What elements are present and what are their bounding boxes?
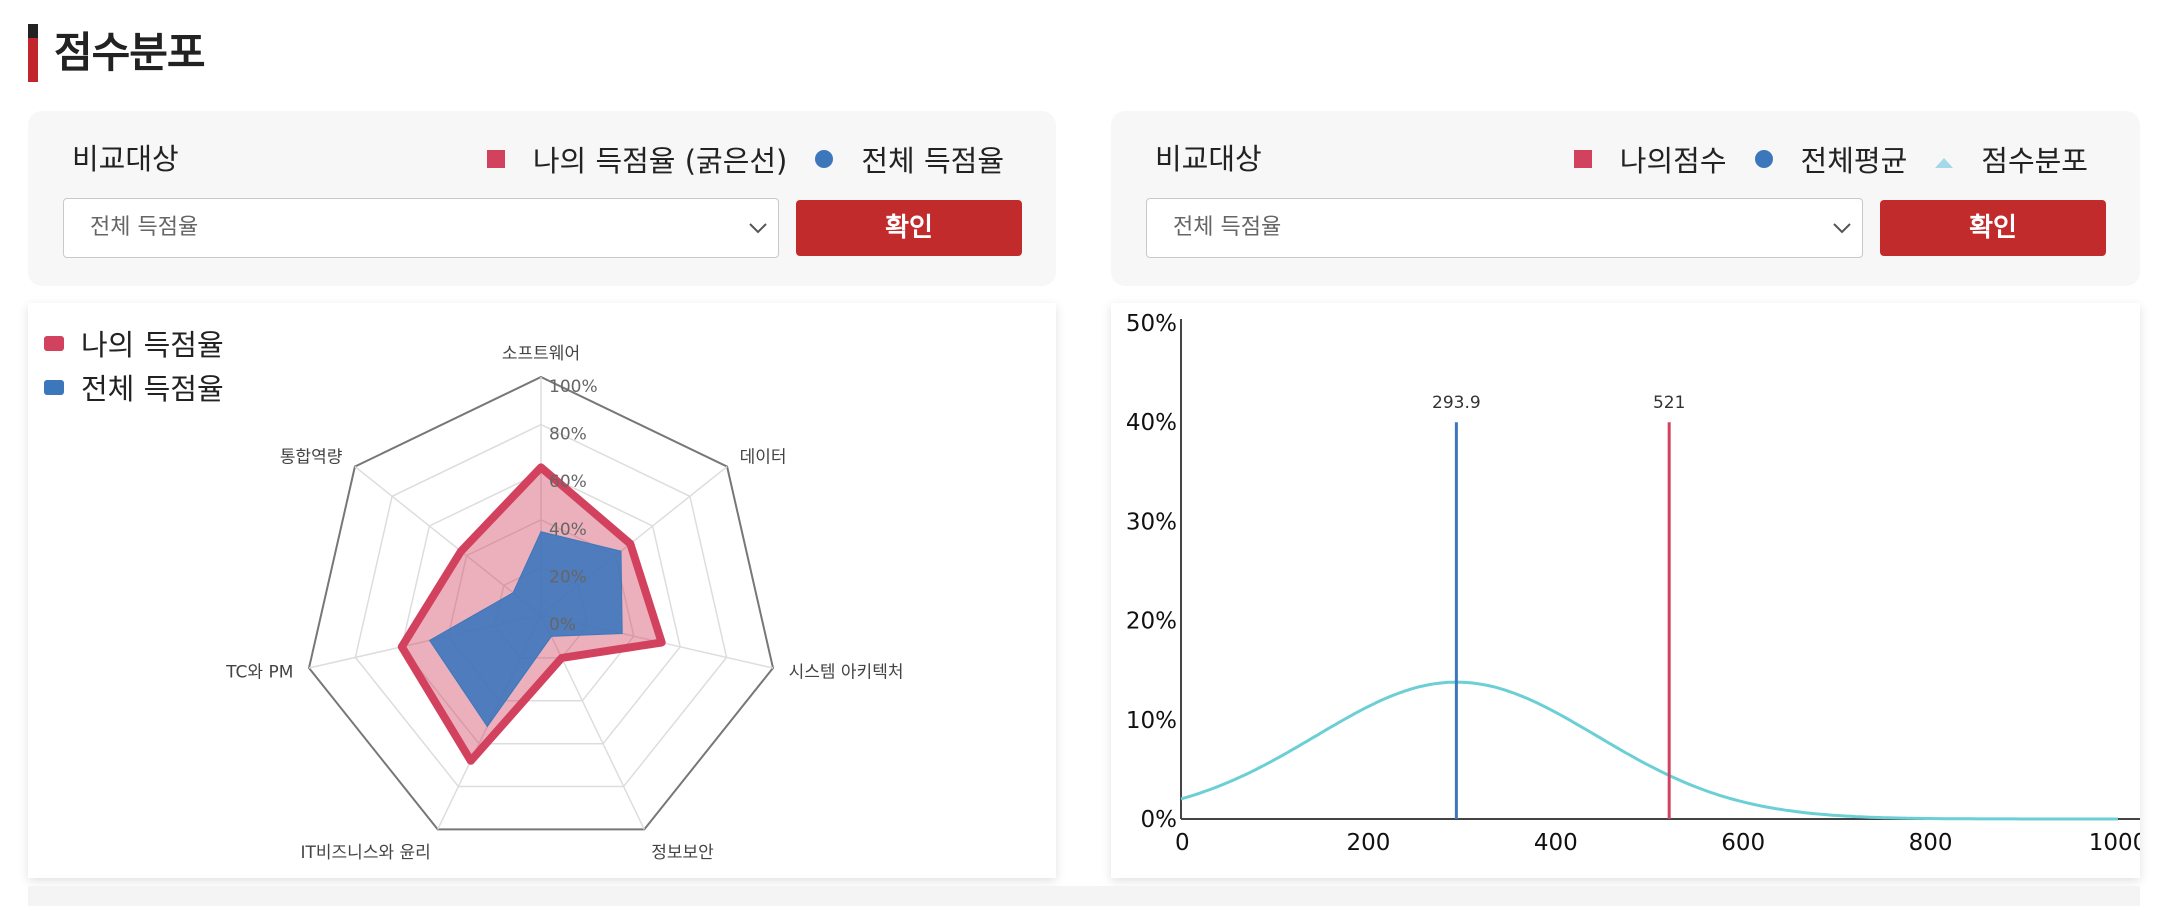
x-tick-label: 200 — [1346, 830, 1390, 856]
legend-item-overall: 전체 득점율 — [815, 138, 1004, 180]
legend-label-overall: 전체 득점율 — [861, 144, 1004, 178]
triangle-icon — [1935, 158, 1954, 168]
marker-value-label: 293.9 — [1432, 393, 1481, 413]
square-icon — [1573, 150, 1592, 168]
footer-strip — [28, 886, 2140, 906]
square-icon — [486, 150, 505, 168]
x-tick-label: 400 — [1534, 830, 1578, 856]
radar-grid-ring — [354, 423, 728, 788]
confirm-button[interactable]: 확인 — [1880, 200, 2106, 256]
radar-category-label: TC와 PM — [225, 663, 293, 683]
title-accent-bar — [28, 24, 38, 82]
chevron-down-icon — [1833, 223, 1851, 234]
radar-legend-label: 나의 득점율 — [81, 328, 224, 362]
radar-tick-label: 40% — [549, 520, 587, 540]
page-title: 점수분포 — [54, 28, 206, 77]
x-tick-label: 0 — [1175, 830, 1190, 856]
confirm-button[interactable]: 확인 — [796, 200, 1022, 256]
select-value: 전체 득점율 — [90, 215, 199, 240]
distribution-filter-panel: 비교대상 나의점수 전체평균 점수분포 전체 득점율 확인 — [1111, 111, 2140, 286]
radar-category-label: 통합역량 — [280, 448, 343, 468]
marker-value-label: 521 — [1653, 393, 1685, 413]
radar-grid-ring — [400, 471, 682, 745]
radar-spoke — [540, 614, 645, 830]
radar-header-legend: 나의 득점율 (굵은선) 전체 득점율 — [459, 139, 1004, 179]
y-tick-label: 10% — [1126, 708, 1177, 734]
legend-label-distribution: 점수분포 — [1981, 144, 2088, 178]
radar-legend-item-overall: 전체 득점율 — [44, 365, 224, 409]
radar-tick-label: 0% — [549, 615, 576, 635]
radar-grid-ring — [307, 375, 775, 831]
legend-item-my-score: 나의점수 — [1573, 138, 1727, 180]
swatch-icon — [44, 379, 64, 395]
circle-icon — [1754, 150, 1773, 168]
y-tick-label: 50% — [1126, 311, 1177, 337]
radar-spoke — [354, 466, 542, 616]
legend-label-average: 전체평균 — [1800, 144, 1908, 178]
x-tick-label: 1000 — [2089, 830, 2140, 856]
radar-area-overall — [428, 531, 623, 728]
distribution-curve — [1180, 680, 2118, 821]
compare-select[interactable]: 전체 득점율 — [63, 198, 779, 258]
legend-label-mine: 나의 득점율 (굵은선) — [532, 144, 788, 178]
select-value: 전체 득점율 — [1173, 215, 1282, 240]
compare-label: 비교대상 — [1155, 142, 1262, 176]
radar-tick-label: 60% — [549, 472, 587, 492]
chevron-down-icon — [749, 223, 767, 234]
radar-legend-label: 전체 득점율 — [81, 372, 224, 406]
legend-item-mine: 나의 득점율 (굵은선) — [486, 138, 788, 180]
radar-category-label: IT비즈니스와 윤리 — [301, 843, 431, 863]
radar-tick-label: 100% — [549, 377, 598, 397]
circle-icon — [815, 150, 834, 168]
legend-item-distribution: 점수분포 — [1935, 138, 2088, 180]
distribution-chart-card: 0% 10% 20% 30% 40% 50% 0 200 400 600 800 1000 293.9 5… — [1111, 303, 2147, 878]
compare-select[interactable]: 전체 득점율 — [1146, 198, 1863, 258]
radar-tick-label: 80% — [549, 425, 587, 445]
legend-item-average: 전체평균 — [1754, 138, 1908, 180]
radar-category-label: 정보보안 — [651, 843, 714, 863]
y-tick-label: 40% — [1126, 410, 1177, 436]
radar-filter-panel: 비교대상 나의 득점율 (굵은선) 전체 득점율 전체 득점율 확인 — [28, 111, 1056, 286]
legend-label-my-score: 나의점수 — [1619, 144, 1727, 178]
compare-label: 비교대상 — [72, 142, 179, 176]
y-tick-label: 20% — [1126, 609, 1177, 635]
radar-legend: 나의 득점율 전체 득점율 — [44, 321, 224, 409]
radar-legend-item-mine: 나의 득점율 — [44, 321, 224, 365]
x-tick-label: 600 — [1721, 830, 1765, 856]
x-tick-label: 800 — [1909, 830, 1953, 856]
y-tick-label: 0% — [1141, 807, 1178, 833]
distribution-header-legend: 나의점수 전체평균 점수분포 — [1546, 139, 2088, 179]
y-tick-label: 30% — [1126, 509, 1177, 535]
radar-category-label: 데이터 — [740, 448, 787, 468]
distribution-chart: 0% 10% 20% 30% 40% 50% 0 200 400 600 800 1000 293.9 5… — [1126, 311, 2147, 856]
radar-outline-mine — [397, 463, 666, 765]
swatch-icon — [44, 335, 64, 351]
radar-tick-label: 20% — [549, 567, 587, 587]
radar-category-label: 시스템 아키텍처 — [789, 663, 904, 683]
radar-category-label: 소프트웨어 — [502, 344, 580, 364]
